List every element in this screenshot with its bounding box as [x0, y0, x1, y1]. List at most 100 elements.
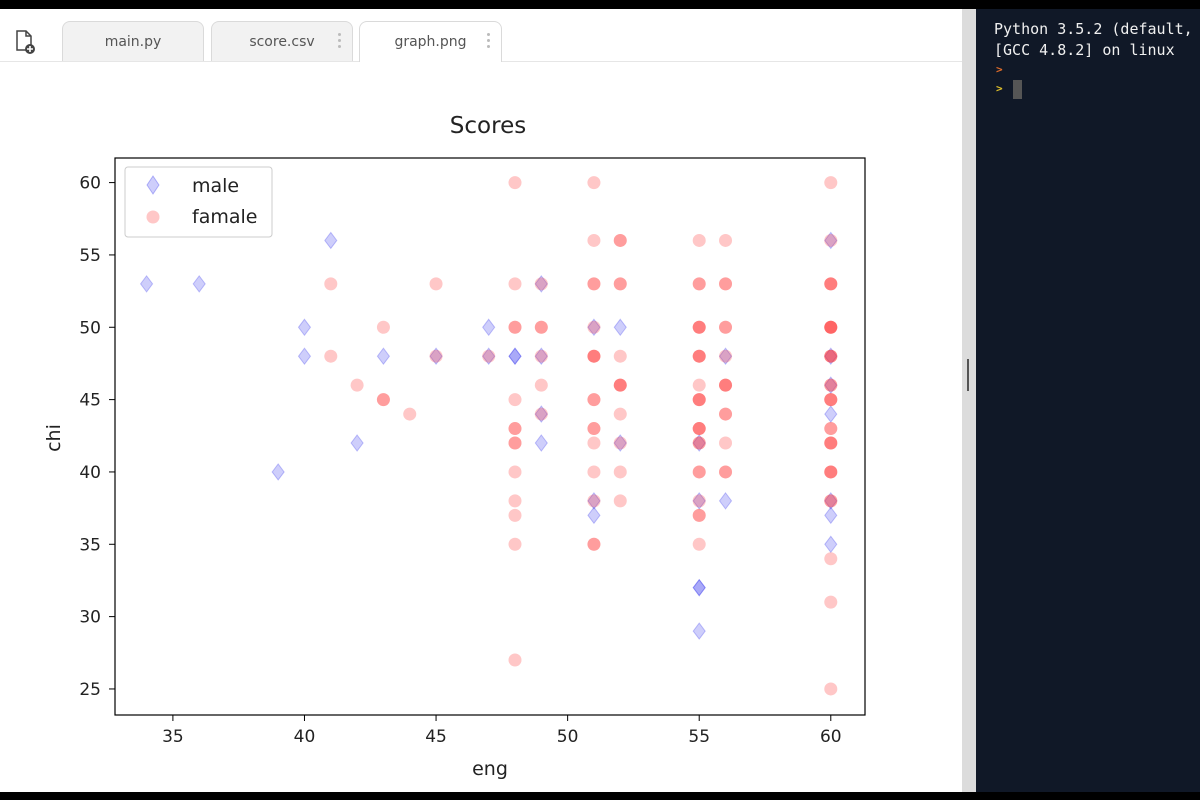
data-point-male: [613, 434, 627, 452]
series-male: [139, 231, 838, 640]
data-point-famale: [719, 436, 733, 450]
tab-graph-png[interactable]: graph.png: [359, 21, 502, 62]
data-point-famale: [534, 407, 548, 421]
data-point-famale: [508, 508, 522, 522]
data-point-famale: [824, 320, 838, 334]
data-point-famale: [824, 682, 838, 696]
data-point-famale: [508, 422, 522, 436]
data-point-famale: [692, 422, 706, 436]
tab-main-py[interactable]: main.py: [62, 21, 204, 61]
tab-bar: main.py score.csv graph.png: [0, 9, 962, 62]
y-tick-label: 40: [79, 463, 101, 483]
new-file-icon[interactable]: [14, 29, 38, 57]
data-point-famale: [508, 653, 522, 667]
data-point-famale: [824, 349, 838, 363]
vertical-dots-icon[interactable]: [487, 31, 491, 49]
data-point-male: [824, 492, 838, 510]
data-point-famale: [824, 378, 838, 392]
data-point-famale: [587, 277, 601, 291]
data-point-male: [824, 347, 838, 366]
legend-marker-male: [146, 175, 160, 195]
data-point-famale: [692, 422, 706, 436]
data-point-male: [297, 347, 312, 366]
tab-label: graph.png: [394, 34, 467, 50]
axis-ticks: 35 40 45 50 55 60 25 30 35 40 45 50 55 60: [79, 174, 841, 747]
data-point-male: [692, 492, 706, 510]
data-point-male: [692, 434, 706, 452]
data-point-famale: [613, 277, 627, 291]
data-point-famale: [692, 393, 706, 407]
splitter-grip-icon[interactable]: [967, 359, 969, 391]
data-point-famale: [824, 277, 838, 291]
console-line: [GCC 4.8.2] on linux: [994, 41, 1175, 59]
data-point-famale: [692, 508, 706, 522]
data-point-famale: [508, 494, 522, 508]
data-point-famale: [482, 349, 496, 363]
data-point-male: [192, 275, 206, 293]
data-point-famale: [587, 393, 601, 407]
console-prompt: >: [996, 82, 1003, 95]
pane-splitter[interactable]: [962, 9, 976, 792]
y-tick-label: 50: [79, 318, 101, 338]
y-axis-label: chi: [43, 424, 65, 452]
python-console[interactable]: Python 3.5.2 (default, [GCC 4.8.2] on li…: [976, 9, 1200, 792]
vertical-dots-icon[interactable]: [338, 31, 342, 49]
data-point-famale: [587, 436, 601, 450]
data-point-male: [587, 492, 601, 510]
data-point-male: [824, 231, 838, 250]
data-point-famale: [824, 320, 838, 334]
data-point-male: [692, 578, 706, 597]
data-point-famale: [534, 277, 548, 291]
data-point-famale: [613, 378, 627, 392]
data-point-famale: [587, 537, 601, 551]
editor-pane: main.py score.csv graph.png Scores 35 40 4…: [0, 9, 962, 792]
data-point-famale: [719, 277, 733, 291]
data-point-famale: [587, 320, 601, 334]
x-tick-label: 40: [294, 727, 316, 747]
data-point-famale: [692, 277, 706, 291]
data-point-famale: [719, 378, 733, 392]
data-point-famale: [613, 407, 627, 421]
data-point-famale: [719, 407, 733, 421]
window-bottom-border: [0, 792, 1200, 800]
data-point-famale: [508, 537, 522, 551]
data-point-male: [508, 347, 522, 366]
data-point-famale: [403, 407, 417, 421]
data-point-famale: [824, 393, 838, 407]
data-point-male: [824, 535, 838, 554]
data-point-famale: [692, 393, 706, 407]
data-point-famale: [587, 176, 601, 190]
y-tick-label: 45: [79, 391, 101, 411]
tab-score-csv[interactable]: score.csv: [211, 21, 353, 61]
data-point-famale: [824, 393, 838, 407]
y-tick-label: 30: [79, 608, 101, 628]
data-point-famale: [824, 494, 838, 508]
data-point-famale: [376, 393, 390, 407]
data-point-famale: [429, 277, 443, 291]
data-point-famale: [429, 349, 443, 363]
data-point-famale: [824, 436, 838, 450]
data-point-famale: [587, 393, 601, 407]
data-point-famale: [824, 233, 838, 247]
console-cursor[interactable]: [1013, 80, 1022, 99]
data-point-male: [824, 405, 838, 423]
data-point-famale: [613, 436, 627, 450]
legend: male famale: [124, 166, 273, 238]
data-point-famale: [719, 378, 733, 392]
console-prompt: >: [996, 63, 1003, 76]
data-point-famale: [587, 422, 601, 436]
data-point-male: [718, 347, 733, 366]
data-point-famale: [692, 378, 706, 392]
data-point-famale: [824, 176, 838, 190]
data-point-famale: [376, 320, 390, 334]
data-point-famale: [508, 320, 522, 334]
data-point-male: [508, 347, 522, 366]
data-point-famale: [508, 465, 522, 479]
data-point-famale: [613, 233, 627, 247]
data-point-famale: [534, 349, 548, 363]
data-point-male: [534, 434, 548, 452]
data-point-famale: [824, 320, 838, 334]
data-point-famale: [824, 465, 838, 479]
data-point-famale: [376, 393, 390, 407]
legend-frame: [124, 166, 273, 238]
